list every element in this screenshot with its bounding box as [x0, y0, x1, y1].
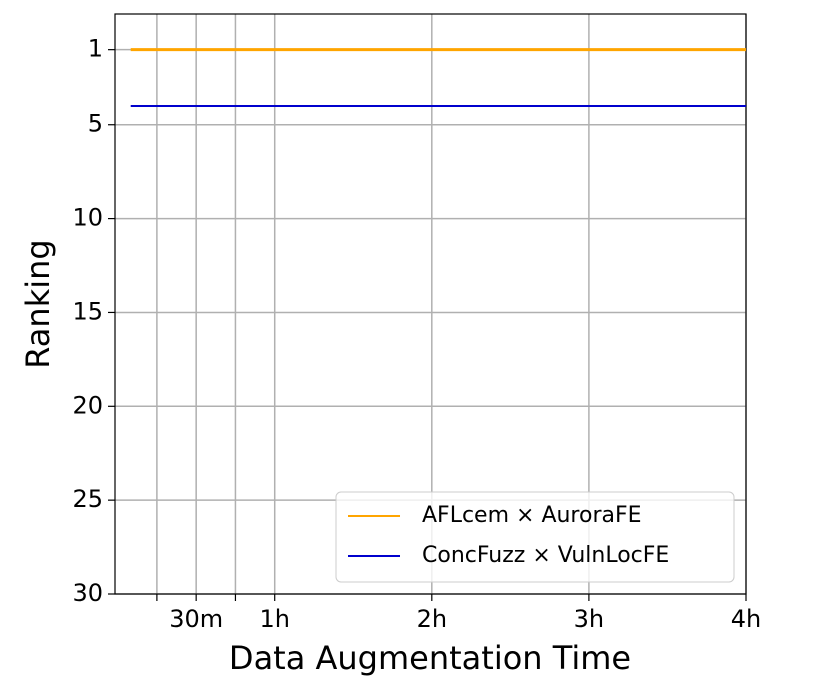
legend-label: ConcFuzz × VulnLocFE	[422, 543, 669, 568]
legend-label: AFLcem × AuroraFE	[422, 503, 642, 528]
x-tick-label: 3h	[574, 605, 604, 633]
y-tick-label: 10	[72, 204, 103, 232]
y-tick-label: 1	[88, 35, 103, 63]
x-tick-label: 30m	[169, 605, 223, 633]
x-tick-label: 1h	[259, 605, 289, 633]
y-axis-label: Ranking	[19, 239, 57, 368]
x-tick-label: 4h	[731, 605, 761, 633]
legend-box	[335, 491, 735, 583]
y-tick-label: 30	[72, 579, 103, 607]
x-axis-label: Data Augmentation Time	[229, 639, 631, 677]
y-tick-label: 20	[72, 391, 103, 419]
y-tick-label: 25	[72, 485, 103, 513]
x-tick-label: 2h	[417, 605, 447, 633]
y-tick-label: 15	[72, 297, 103, 325]
plot-frame	[114, 13, 747, 595]
y-tick-label: 5	[88, 110, 103, 138]
